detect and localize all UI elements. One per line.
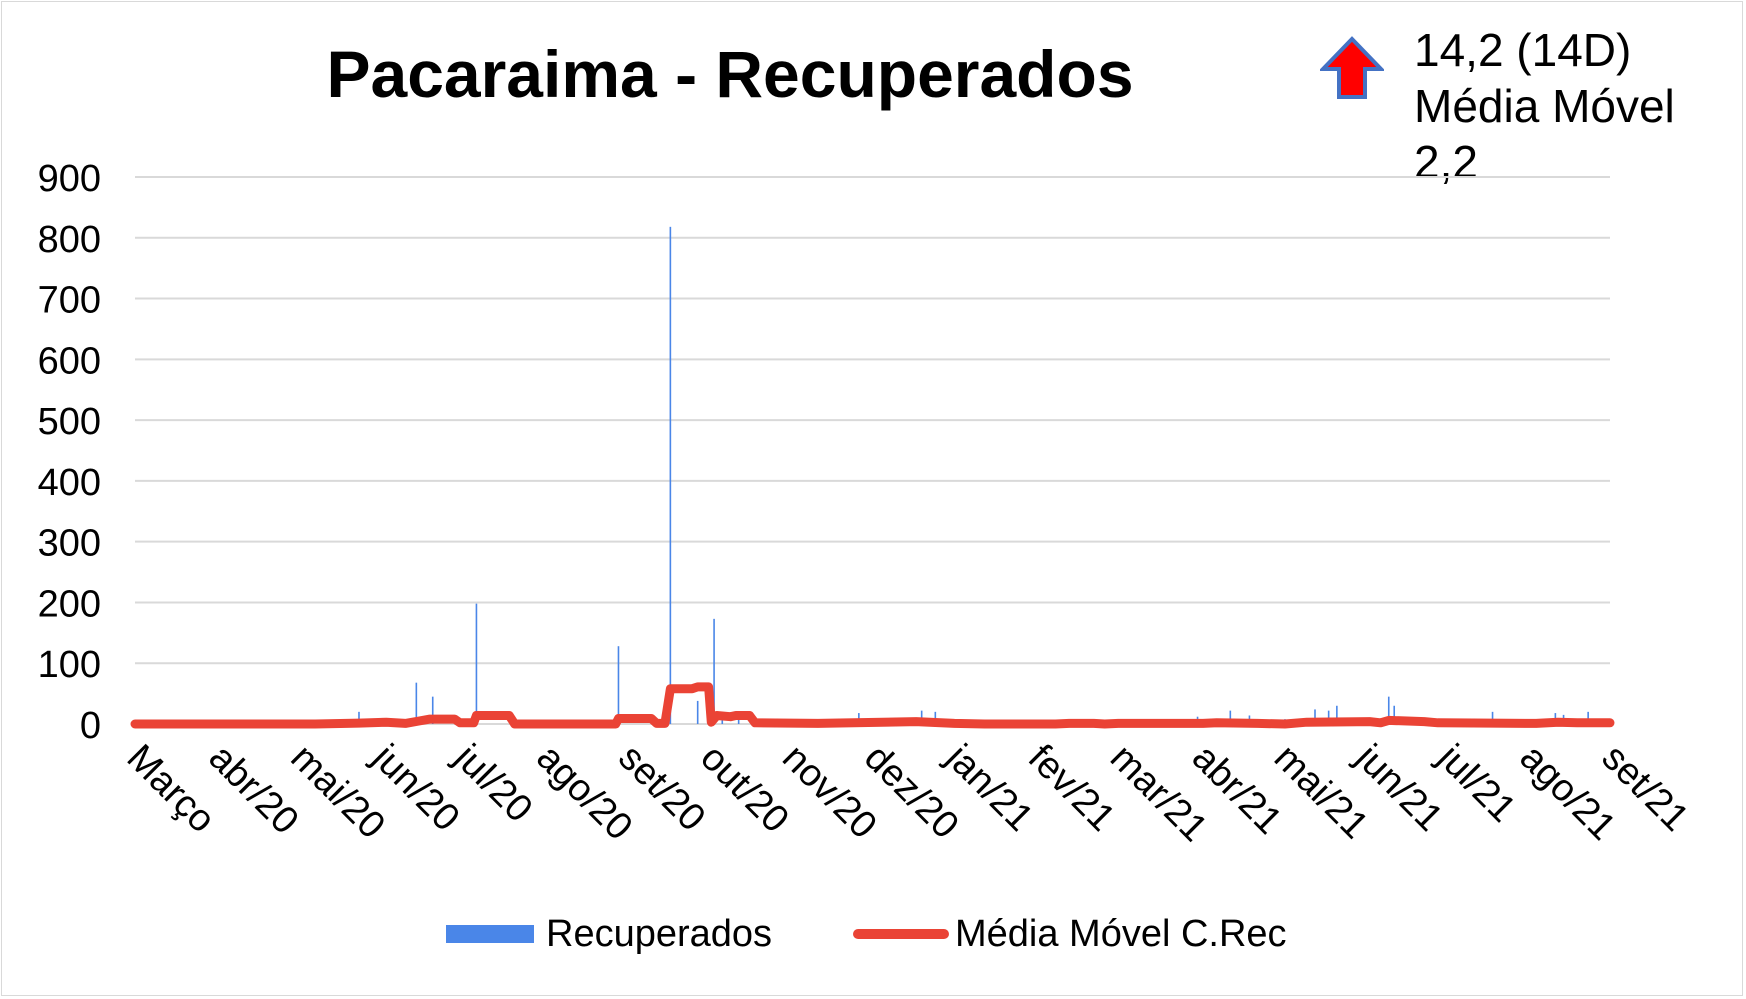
y-tick-label: 400 <box>38 462 101 504</box>
legend-label-recuperados: Recuperados <box>546 912 773 955</box>
bar <box>617 646 620 724</box>
y-tick-label: 0 <box>80 705 101 747</box>
y-tick-label: 500 <box>38 401 101 443</box>
moving-average-line <box>130 682 1615 729</box>
legend: Recuperados Média Móvel C.Rec <box>0 904 1746 964</box>
bar <box>669 226 672 725</box>
trend-annotation: 14,2 (14D) Média Móvel 2,2 <box>1414 22 1675 190</box>
bar <box>431 696 434 724</box>
y-tick-label: 100 <box>38 644 101 686</box>
bar <box>475 603 478 724</box>
bar <box>1491 711 1494 724</box>
x-tick-label: Março <box>119 737 223 841</box>
bar <box>737 717 740 724</box>
y-tick-label: 900 <box>38 158 101 200</box>
legend-swatch-recuperados <box>446 925 534 943</box>
bar <box>1327 710 1330 724</box>
y-tick-label: 600 <box>38 340 101 382</box>
x-tick-label: fev/21 <box>1020 737 1123 840</box>
bar <box>415 682 418 724</box>
bar <box>1393 705 1396 724</box>
chart-title: Pacaraima - Recuperados <box>326 37 1134 111</box>
bar <box>1229 710 1232 724</box>
x-tick-label: out/20 <box>692 737 796 841</box>
up-arrow-icon <box>1320 36 1384 99</box>
annotation-line-2: Média Móvel <box>1414 80 1675 132</box>
annotation-line-1: 14,2 (14D) <box>1414 24 1632 76</box>
bar <box>1587 711 1589 724</box>
y-tick-label: 800 <box>38 219 101 261</box>
bar <box>920 710 923 724</box>
bar <box>696 700 699 724</box>
bar <box>934 711 937 724</box>
annotation-line-3: 2,2 <box>1414 136 1478 188</box>
y-tick-label: 200 <box>38 583 101 625</box>
legend-label-media-movel: Média Móvel C.Rec <box>955 912 1287 955</box>
bar <box>713 618 715 724</box>
legend-item-recuperados: Recuperados <box>446 904 772 964</box>
bar <box>1314 709 1316 724</box>
bar <box>358 711 360 724</box>
y-tick-label: 300 <box>38 523 101 565</box>
bar <box>1387 696 1390 724</box>
y-tick-label: 700 <box>38 280 101 322</box>
legend-item-media-movel: Média Móvel C.Rec <box>853 904 1287 964</box>
bar <box>1336 705 1338 724</box>
x-tick-label: abr/20 <box>201 737 307 843</box>
legend-swatch-media-movel <box>853 929 949 939</box>
